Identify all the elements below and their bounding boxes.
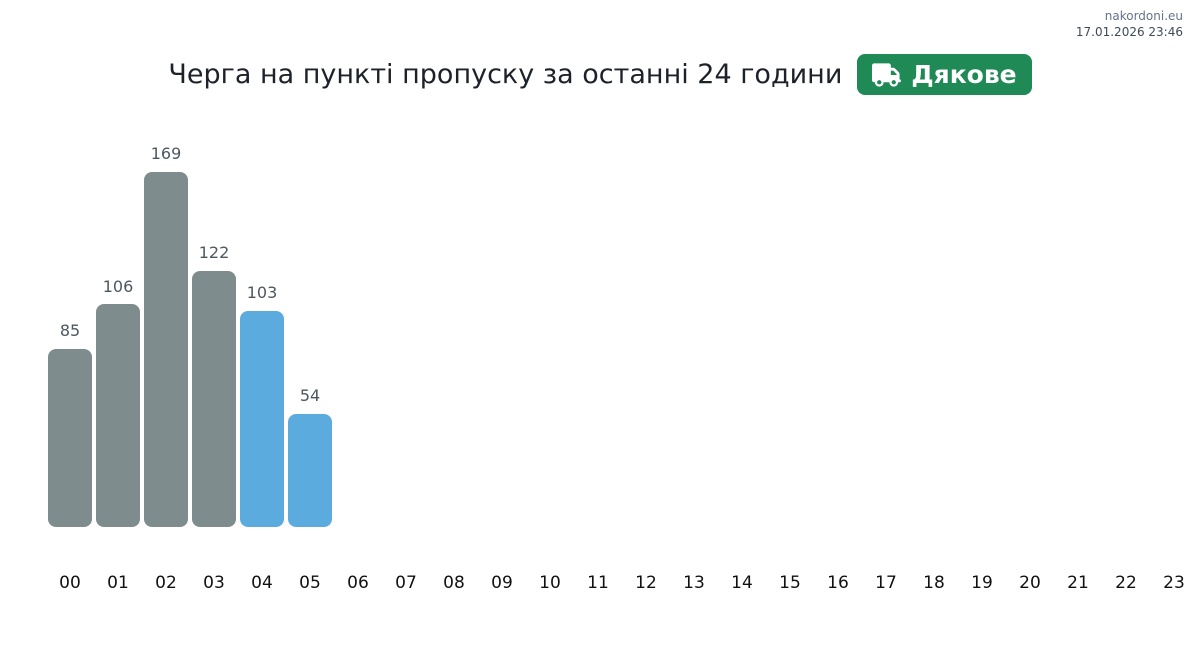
bar-03[interactable] — [192, 270, 236, 527]
bar-05[interactable] — [288, 413, 332, 527]
chart-title: Черга на пункті пропуску за останні 24 г… — [168, 59, 843, 90]
bar-04[interactable] — [240, 310, 284, 527]
x-tick-03: 03 — [203, 573, 225, 593]
bar-00[interactable] — [48, 348, 92, 527]
x-tick-07: 07 — [395, 573, 417, 593]
crossing-badge[interactable]: Дякове — [857, 54, 1032, 95]
x-tick-01: 01 — [107, 573, 129, 593]
x-tick-22: 22 — [1115, 573, 1137, 593]
x-tick-14: 14 — [731, 573, 753, 593]
bar-slot-05: 54 — [286, 386, 334, 527]
x-tick-23: 23 — [1163, 573, 1185, 593]
crossing-badge-label: Дякове — [911, 60, 1017, 89]
x-tick-06: 06 — [347, 573, 369, 593]
bar-value-label-00: 85 — [59, 320, 81, 340]
bar-02[interactable] — [144, 172, 188, 527]
x-tick-18: 18 — [923, 573, 945, 593]
truck-icon — [872, 62, 902, 87]
x-tick-08: 08 — [443, 573, 465, 593]
title-row: Черга на пункті пропуску за останні 24 г… — [0, 54, 1200, 95]
x-axis: 00 01 02 03 04 05 06 07 08 09 10 11 12 13 14 15 16 17 18 19… — [46, 573, 1198, 593]
x-tick-05: 05 — [299, 573, 321, 593]
bar-value-label-05: 54 — [299, 385, 321, 405]
site-link[interactable]: nakordoni.eu — [1104, 9, 1183, 23]
x-tick-20: 20 — [1019, 573, 1041, 593]
x-tick-15: 15 — [779, 573, 801, 593]
bar-slot-02: 169 — [142, 144, 190, 527]
x-tick-09: 09 — [491, 573, 513, 593]
x-tick-16: 16 — [827, 573, 849, 593]
plot-area: 85 106 169 122 103 54 — [46, 140, 1198, 527]
bar-01[interactable] — [96, 304, 140, 527]
bar-chart: 85 106 169 122 103 54 00 01 02 03 04 05 06 07 08 09 10 1… — [46, 140, 1198, 593]
bar-value-label-04: 103 — [246, 282, 278, 302]
x-tick-02: 02 — [155, 573, 177, 593]
x-tick-21: 21 — [1067, 573, 1089, 593]
x-tick-00: 00 — [59, 573, 81, 593]
bar-value-label-02: 169 — [150, 144, 182, 164]
site-meta: nakordoni.eu 17.01.2026 23:46 — [1076, 8, 1183, 40]
bar-slot-00: 85 — [46, 321, 94, 527]
x-tick-13: 13 — [683, 573, 705, 593]
x-tick-19: 19 — [971, 573, 993, 593]
x-tick-12: 12 — [635, 573, 657, 593]
bar-slot-01: 106 — [94, 277, 142, 527]
x-tick-04: 04 — [251, 573, 273, 593]
timestamp: 17.01.2026 23:46 — [1075, 25, 1183, 39]
x-tick-11: 11 — [587, 573, 609, 593]
bar-slot-04: 103 — [238, 283, 286, 527]
bar-slot-03: 122 — [190, 243, 238, 527]
bar-value-label-01: 106 — [102, 276, 134, 296]
x-tick-17: 17 — [875, 573, 897, 593]
x-tick-10: 10 — [539, 573, 561, 593]
bar-value-label-03: 122 — [198, 243, 230, 263]
